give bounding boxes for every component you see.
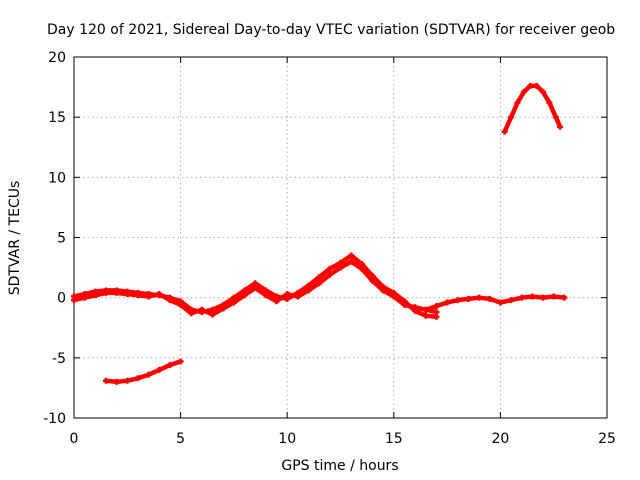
data-point — [220, 305, 227, 312]
x-axis-label: GPS time / hours — [281, 458, 398, 474]
data-point — [401, 301, 408, 308]
data-point — [514, 99, 521, 106]
series-arc-high — [502, 83, 563, 134]
data-point — [520, 88, 527, 95]
data-point — [533, 82, 540, 89]
data-point — [508, 297, 515, 304]
data-point — [230, 299, 237, 306]
data-point — [102, 289, 109, 296]
data-point — [134, 375, 141, 382]
x-tick-label: 10 — [278, 431, 296, 447]
data-point — [380, 287, 387, 294]
data-point — [465, 295, 472, 302]
y-tick-label: 10 — [48, 170, 66, 186]
y-tick-label: 15 — [48, 110, 66, 126]
data-point — [124, 377, 131, 384]
chart-title: Day 120 of 2021, Sidereal Day-to-day VTE… — [47, 22, 615, 38]
data-point — [552, 114, 559, 121]
data-point — [316, 280, 323, 287]
grid-lines — [74, 57, 607, 418]
data-point — [113, 289, 120, 296]
data-point — [145, 293, 152, 300]
data-point — [540, 294, 547, 301]
data-point — [546, 99, 553, 106]
y-axis-label: SDTVAR / TECUs — [7, 181, 23, 296]
y-tick-label: 5 — [57, 231, 66, 247]
data-point — [326, 265, 333, 272]
data-point — [476, 294, 483, 301]
data-point — [422, 312, 429, 319]
data-series — [71, 82, 568, 385]
data-point — [358, 265, 365, 272]
data-point — [454, 297, 461, 304]
data-point — [92, 292, 99, 299]
data-point — [241, 292, 248, 299]
data-point — [166, 362, 173, 369]
data-point — [305, 287, 312, 294]
y-tick-label: -10 — [43, 411, 66, 427]
data-point — [81, 294, 88, 301]
x-tick-label: 25 — [598, 431, 616, 447]
data-point — [156, 366, 163, 373]
data-point — [209, 311, 216, 318]
data-point — [262, 292, 269, 299]
data-point — [284, 291, 291, 298]
data-point — [113, 378, 120, 385]
data-point — [527, 82, 534, 89]
data-point — [326, 271, 333, 278]
data-point — [508, 114, 515, 121]
data-point — [134, 292, 141, 299]
data-point — [348, 252, 355, 259]
data-point — [529, 293, 536, 300]
y-tick-label: 0 — [57, 291, 66, 307]
x-tick-label: 20 — [491, 431, 509, 447]
data-point — [337, 264, 344, 271]
axis-ticks: 0 5 10 15 20 25 -10 -5 0 5 10 15 20 — [43, 50, 616, 447]
data-point — [433, 303, 440, 310]
data-point — [486, 295, 493, 302]
data-point — [422, 306, 429, 313]
data-point — [497, 299, 504, 306]
x-tick-label: 0 — [70, 431, 79, 447]
data-point — [273, 298, 280, 305]
data-point — [188, 310, 195, 317]
data-point — [444, 299, 451, 306]
data-point — [294, 293, 301, 300]
data-point — [561, 294, 568, 301]
x-tick-label: 5 — [176, 431, 185, 447]
data-point — [369, 277, 376, 284]
data-point — [177, 301, 184, 308]
data-point — [316, 274, 323, 281]
data-point — [145, 371, 152, 378]
data-point — [501, 128, 508, 135]
data-point — [198, 306, 205, 313]
data-point — [348, 258, 355, 265]
data-point — [177, 358, 184, 365]
y-tick-label: 20 — [48, 50, 66, 66]
data-point — [166, 297, 173, 304]
data-point — [557, 123, 564, 130]
x-tick-label: 15 — [385, 431, 403, 447]
data-point — [412, 304, 419, 311]
data-point — [102, 377, 109, 384]
y-tick-label: -5 — [52, 351, 66, 367]
data-point — [390, 293, 397, 300]
data-point — [71, 297, 77, 304]
data-point — [540, 88, 547, 95]
data-point — [156, 291, 163, 298]
data-point — [550, 293, 557, 300]
data-point — [124, 291, 131, 298]
data-point — [518, 294, 525, 301]
data-point — [252, 285, 259, 292]
data-point — [433, 309, 440, 316]
